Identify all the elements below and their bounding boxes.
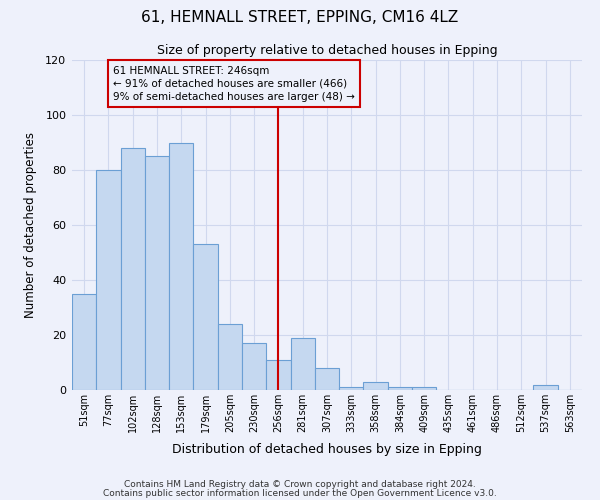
Bar (72, 294, 96, 390)
Text: Contains HM Land Registry data © Crown copyright and database right 2024.: Contains HM Land Registry data © Crown c… (124, 480, 476, 489)
Bar (169, 142, 193, 390)
Title: Size of property relative to detached houses in Epping: Size of property relative to detached ho… (157, 44, 497, 58)
Bar (533, 384, 558, 390)
Bar (315, 368, 339, 390)
Text: 61 HEMNALL STREET: 246sqm
← 91% of detached houses are smaller (466)
9% of semi-: 61 HEMNALL STREET: 246sqm ← 91% of detac… (113, 66, 355, 102)
Bar (412, 387, 436, 390)
Bar (193, 244, 218, 390)
Bar (145, 156, 169, 390)
Bar (242, 343, 266, 390)
Bar (266, 360, 290, 390)
Bar (339, 387, 364, 390)
Bar (388, 387, 412, 390)
Bar (96, 170, 121, 390)
X-axis label: Distribution of detached houses by size in Epping: Distribution of detached houses by size … (172, 444, 482, 456)
Y-axis label: Number of detached properties: Number of detached properties (24, 132, 37, 318)
Bar (218, 324, 242, 390)
Bar (290, 338, 315, 390)
Bar (364, 382, 388, 390)
Bar (121, 148, 145, 390)
Text: Contains public sector information licensed under the Open Government Licence v3: Contains public sector information licen… (103, 488, 497, 498)
Text: 61, HEMNALL STREET, EPPING, CM16 4LZ: 61, HEMNALL STREET, EPPING, CM16 4LZ (142, 10, 458, 25)
